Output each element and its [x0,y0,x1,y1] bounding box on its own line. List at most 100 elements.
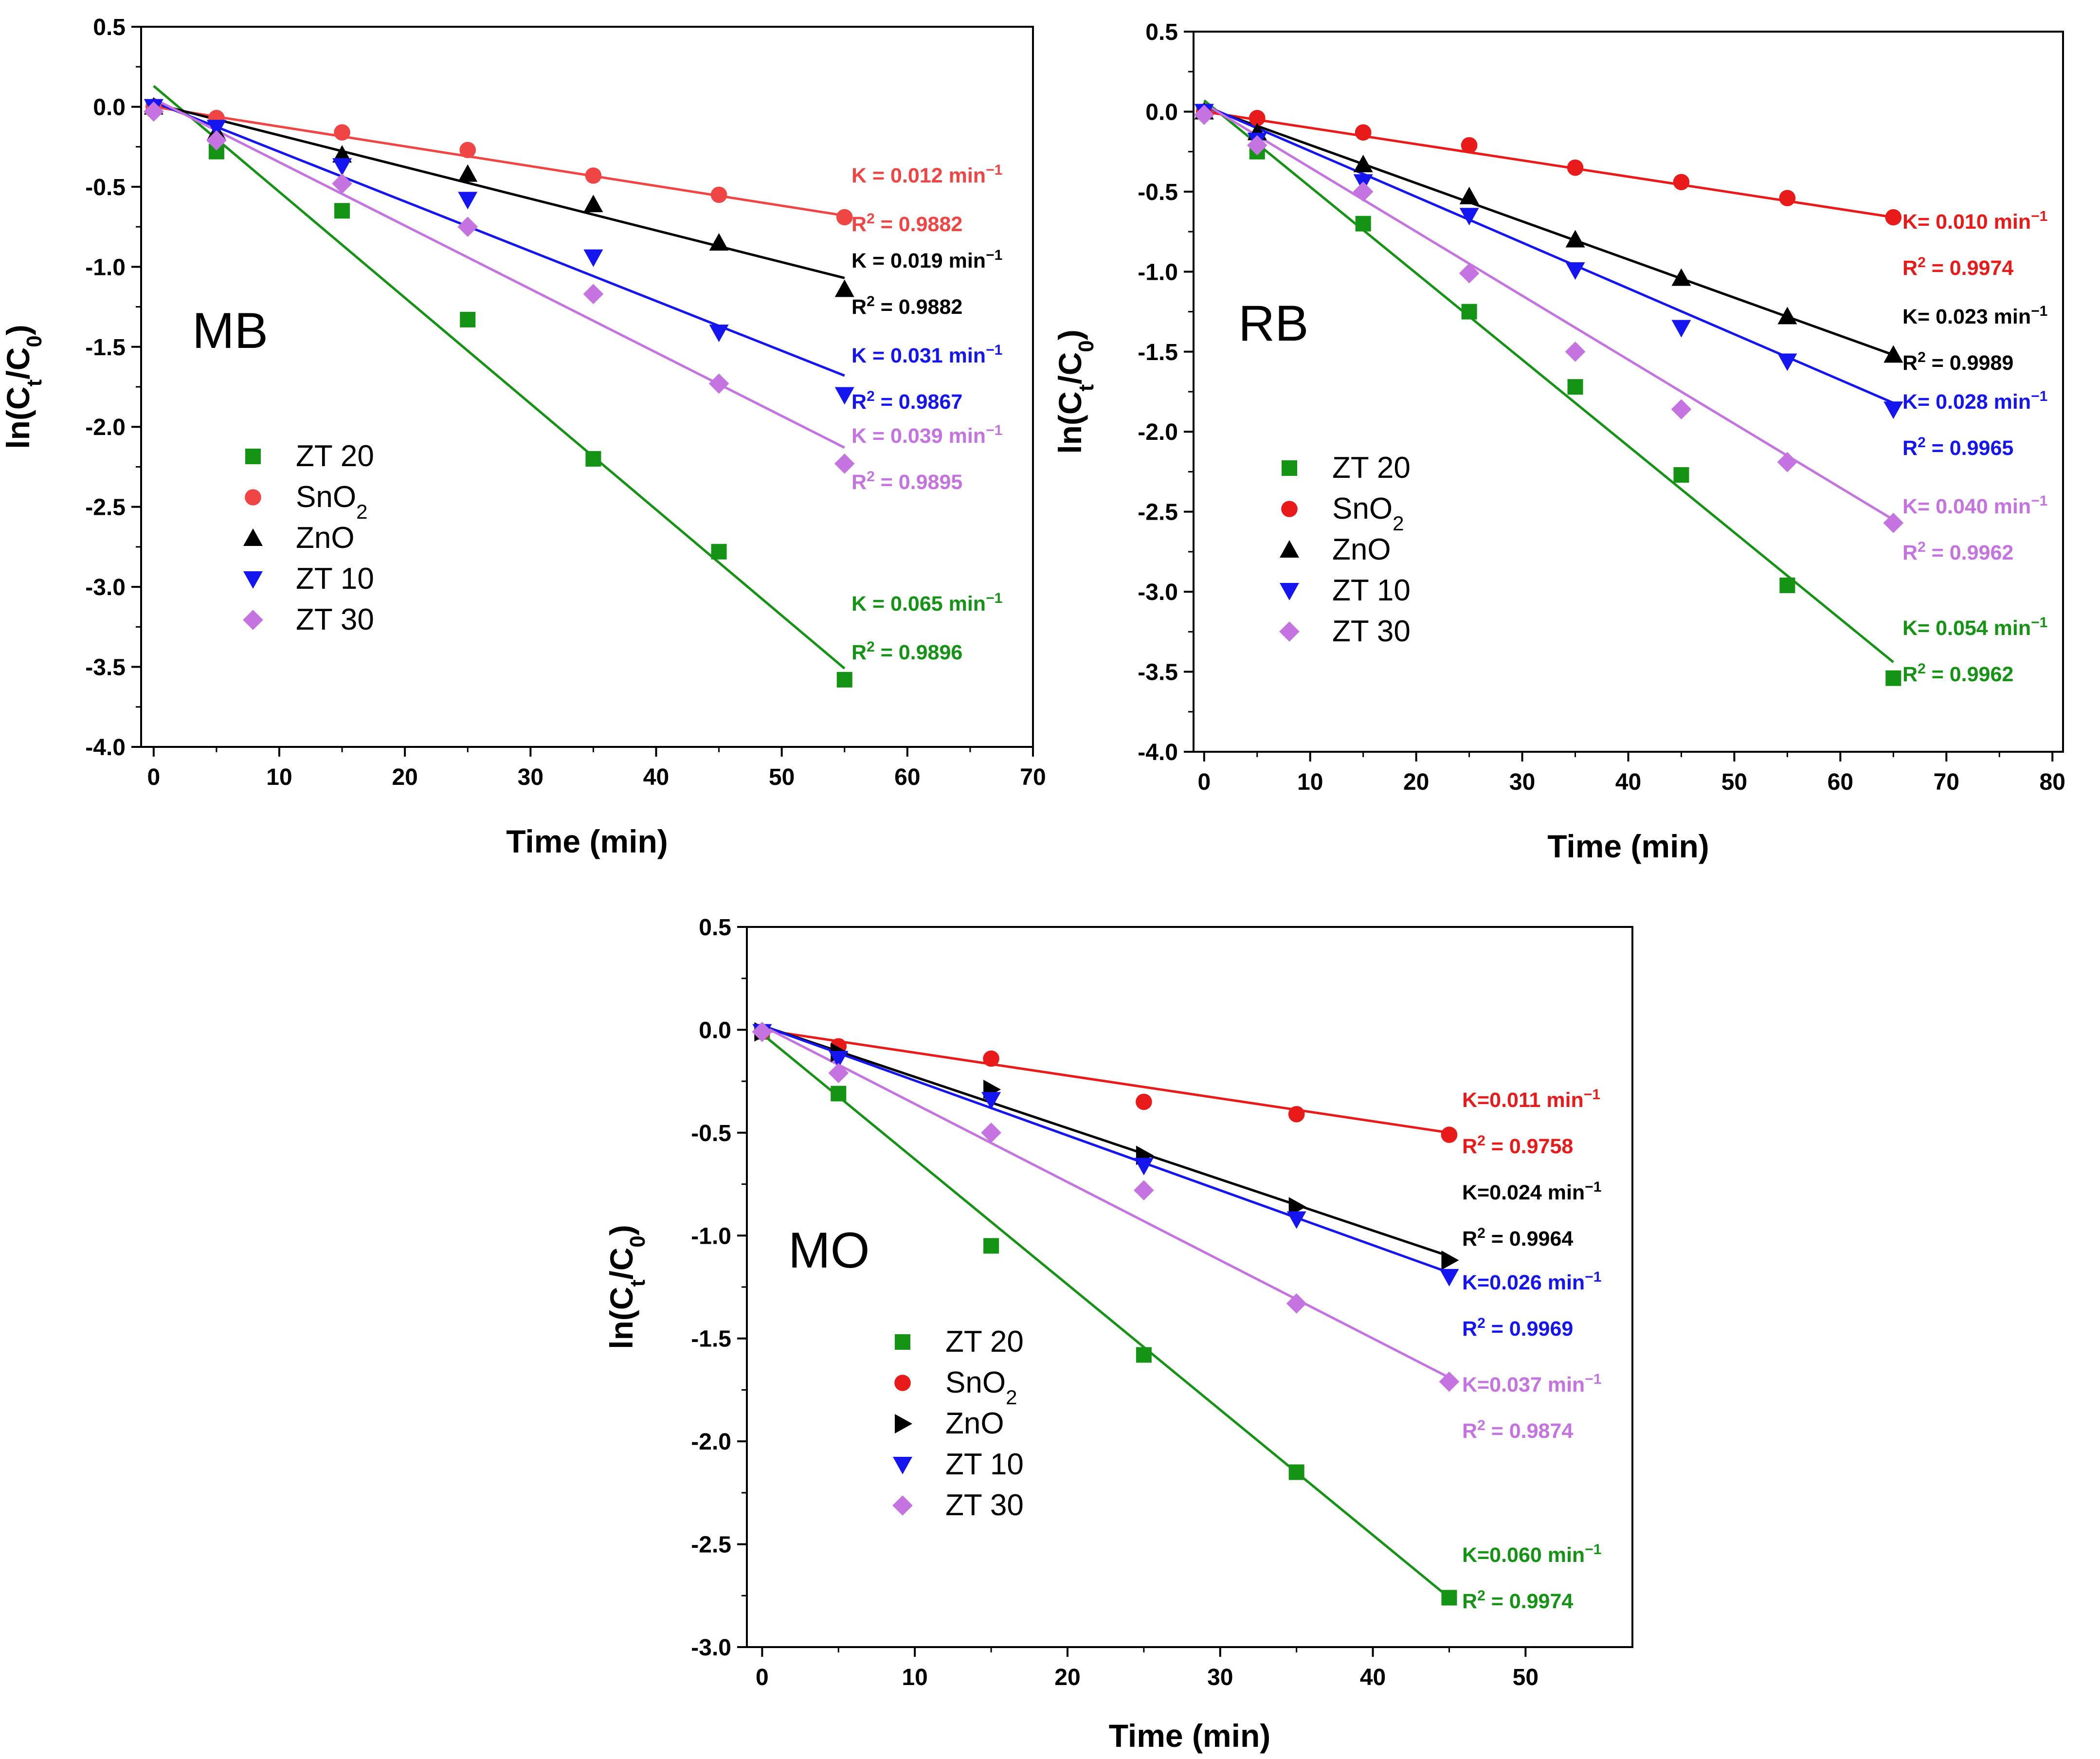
x-tick-label: 40 [1360,1665,1386,1690]
data-point [583,284,604,305]
y-tick-label: -0.5 [1138,180,1178,205]
x-tick-label: 20 [392,764,417,790]
annotation-zt-20: K = 0.065 min−1 R2 = 0.9896 [851,590,1002,665]
legend-label: ZT 20 [945,1325,1024,1359]
data-point [1136,1093,1152,1110]
legend-label: ZT 30 [296,603,374,636]
rate-constant-label: K= 0.010 min−1 [1902,208,2047,234]
data-point [1286,1293,1307,1314]
annotation-zno: K = 0.019 min−1 R2 = 0.9882 [851,247,1002,319]
y-tick-label: -2.0 [1138,419,1178,445]
y-axis-title: ln(Ct/C0) [0,325,46,449]
r-squared-label: R2 = 0.9758 [1462,1133,1573,1159]
series-zt-30 [144,101,855,474]
y-tick-label: -1.0 [85,254,126,280]
legend-label: SnO2 [945,1366,1017,1409]
data-point [1671,268,1691,286]
data-point [1671,399,1692,419]
legend-marker [1282,460,1297,476]
data-point [334,124,350,141]
y-tick-label: -0.5 [85,175,126,200]
data-point [831,1086,847,1102]
legend-marker [1280,540,1299,558]
fit-line-zt-30 [761,1024,1450,1379]
data-point [583,195,603,213]
legend-entry: ZnO [243,521,355,555]
annotation-zt-20: K= 0.054 min−1 R2 = 0.9962 [1902,615,2047,687]
annotation-sno2: K = 0.012 min−1 R2 = 0.9882 [851,162,1002,236]
data-point [1441,1590,1457,1606]
data-point [1459,208,1479,226]
data-point [1355,124,1372,141]
data-point [458,164,478,182]
data-point [834,387,854,405]
data-point [583,249,603,267]
x-tick-label: 10 [902,1665,927,1690]
y-tick-label: -2.5 [691,1532,731,1558]
y-tick-label: 0.0 [93,94,126,120]
fit-line-zt-10 [153,101,845,377]
y-tick-label: -2.5 [85,495,126,521]
data-point [1565,262,1585,280]
fit-line-zt-30 [1203,102,1894,521]
r-squared-label: R2 = 0.9882 [851,293,962,319]
r-squared-label: R2 = 0.9895 [851,469,962,494]
legend-label: ZnO [1332,533,1391,566]
legend-label: ZT 30 [945,1488,1024,1522]
annotation-zno: K=0.024 min−1 R2 = 0.9964 [1462,1179,1601,1251]
data-point [332,158,352,176]
data-point [708,373,729,394]
data-point [1459,186,1479,204]
x-tick-label: 20 [1403,769,1429,795]
y-tick-label: 0.5 [1145,19,1178,45]
y-tick-label: 0.0 [699,1017,731,1043]
data-point [1441,1126,1458,1143]
r-squared-label: R2 = 0.9965 [1902,435,2013,460]
x-axis-title: Time (min) [506,823,668,859]
data-point [1353,181,1374,202]
fit-line-zt-20 [1203,99,1894,663]
legend-label: ZnO [296,521,355,555]
data-point [460,311,476,327]
x-tick-label: 0 [147,764,160,790]
data-point [1353,154,1373,172]
fit-line-zno [1203,106,1894,356]
x-tick-label: 40 [643,764,669,790]
y-tick-label: -3.0 [691,1635,731,1661]
legend-label: ZT 20 [1332,451,1411,485]
y-tick-label: -1.0 [691,1223,731,1249]
data-point [836,671,852,688]
legend-marker [245,449,261,464]
data-point [1288,1464,1304,1480]
rate-constant-label: K= 0.054 min−1 [1902,615,2047,640]
data-point [1883,512,1904,533]
rate-constant-label: K = 0.039 min−1 [851,422,1002,448]
x-tick-label: 10 [1297,769,1323,795]
data-point [1461,304,1477,320]
legend-entry: ZT 10 [893,1448,1024,1481]
panel-label: MO [788,1222,870,1279]
rate-constant-label: K = 0.012 min−1 [851,162,1002,188]
x-tick-label: 70 [1934,769,1959,795]
r-squared-label: R2 = 0.9974 [1902,254,2013,280]
y-tick-label: -1.5 [691,1326,731,1352]
data-point [332,145,352,163]
y-tick-label: -3.0 [1138,580,1178,605]
fit-line-sno2 [1204,110,1894,218]
annotation-zno: K= 0.023 min−1 R2 = 0.9989 [1902,303,2047,375]
legend-marker [243,528,263,546]
fit-line-zt-10 [1203,104,1894,404]
x-tick-label: 10 [266,764,292,790]
data-point [206,130,227,151]
annotation-sno2: K=0.011 min−1 R2 = 0.9758 [1462,1087,1600,1159]
r-squared-label: R2 = 0.9867 [851,388,962,414]
series-zt-30 [1194,105,1904,533]
data-point [1461,137,1478,154]
y-tick-label: -4.0 [1138,740,1178,765]
legend-marker [894,1375,911,1391]
fit-line-zt-20 [761,1033,1450,1599]
rate-constant-label: K=0.060 min−1 [1462,1541,1601,1567]
rate-constant-label: K = 0.031 min−1 [851,342,1002,368]
x-tick-label: 60 [894,764,920,790]
legend-entry: SnO2 [245,480,367,523]
